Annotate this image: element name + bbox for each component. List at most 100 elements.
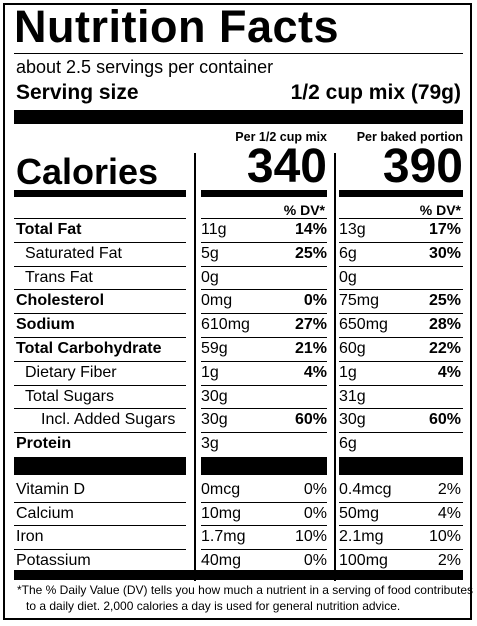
vitamin-label: Iron <box>16 528 44 545</box>
amount-baked: 31g <box>339 387 366 405</box>
amount-mix: 59g <box>201 340 228 357</box>
amount-baked: 0.4mcg <box>339 481 392 498</box>
amount-mix: 30g <box>201 411 228 429</box>
nutrient-row-0-line-mix <box>201 242 327 243</box>
nutrient-label: Incl. Added Sugars <box>41 411 176 429</box>
vitamin-row-2-line-mix <box>201 549 327 550</box>
nutrient-label: Sodium <box>16 316 75 334</box>
dv-baked: 4% <box>437 363 461 381</box>
dv-baked: 28% <box>428 316 461 334</box>
amount-baked: 650mg <box>339 316 388 334</box>
nutrient-row-6-line-baked <box>339 385 463 386</box>
nutrient-row-8-line-mix <box>201 432 327 433</box>
dv-mix: 25% <box>294 244 327 262</box>
nutrient-row-3-line-baked <box>339 313 463 314</box>
dv-mix: 4% <box>303 363 327 381</box>
dv-mix: 0% <box>303 504 327 522</box>
servings-per-container: about 2.5 servings per container <box>16 57 274 77</box>
vitamin-label: Vitamin D <box>16 481 86 498</box>
nutrient-row-7-line-label <box>14 408 186 409</box>
vitamin-row-2-line-label <box>14 549 186 550</box>
nutrient-row-3-line-mix <box>201 313 327 314</box>
calories-bar-baked <box>339 190 463 197</box>
nutrient-row-4-line-mix <box>201 337 327 338</box>
calories-value-baked: 390 <box>382 140 463 193</box>
nutrition-facts-panel: Nutrition Facts about 2.5 servings per c… <box>3 1 473 620</box>
vitamin-label: Potassium <box>16 551 91 569</box>
amount-mix: 11g <box>201 221 227 238</box>
amount-baked: 2.1mg <box>339 528 384 545</box>
amount-baked: 1g <box>339 363 357 381</box>
separator-bar-label <box>14 457 186 475</box>
amount-baked: 6g <box>339 435 357 453</box>
nutrient-row-6-line-label <box>14 385 186 386</box>
dv-baked: 30% <box>428 244 461 262</box>
amount-baked: 6g <box>339 244 357 262</box>
dv-baked: 17% <box>428 221 461 238</box>
amount-mix: 0g <box>201 268 219 286</box>
vitamin-row-0-line-label <box>14 502 186 503</box>
nutrient-label: Total Fat <box>16 221 82 238</box>
amount-mix: 3g <box>201 435 219 453</box>
amount-baked: 60g <box>339 340 366 357</box>
dv-baked: 60% <box>428 411 461 429</box>
amount-baked: 30g <box>339 411 366 429</box>
dv-baked: 2% <box>437 481 461 498</box>
nutrient-row-8-line-label <box>14 432 186 433</box>
separator-bar-baked <box>339 457 463 475</box>
amount-baked: 100mg <box>339 551 388 569</box>
vitamin-row-1-line-mix <box>201 525 327 526</box>
amount-mix: 40mg <box>201 551 242 569</box>
footnote-divider <box>14 570 463 580</box>
divider <box>14 53 463 54</box>
calories-value-mix: 340 <box>246 140 327 193</box>
nutrient-row-2-line-label <box>14 289 186 290</box>
dv-baked: 2% <box>437 551 461 569</box>
amount-baked: 0g <box>339 268 357 286</box>
amount-mix: 0mg <box>201 292 233 310</box>
panel-title: Nutrition Facts <box>14 1 340 52</box>
footnote-line-2: to a daily diet. 2,000 calories a day is… <box>26 599 401 613</box>
calories-bar-label <box>14 190 186 197</box>
footnote-line-1: *The % Daily Value (DV) tells you how mu… <box>17 583 473 597</box>
nutrient-label: Total Sugars <box>25 387 114 405</box>
vitamin-row-0-line-mix <box>201 502 327 503</box>
nutrient-row-5-line-baked <box>339 361 463 362</box>
nutrient-row-1-line-mix <box>201 266 327 267</box>
amount-mix: 5g <box>201 244 219 262</box>
nutrient-row-1-line-baked <box>339 266 463 267</box>
column-header-mix: Per 1/2 cup mix <box>235 130 327 144</box>
separator-bar-mix <box>201 457 327 475</box>
amount-mix: 1g <box>201 363 219 381</box>
dv-mix: 14% <box>294 221 327 238</box>
nutrient-row-2-line-baked <box>339 289 463 290</box>
nutrient-row-3-line-label <box>14 313 186 314</box>
nutrient-row-5-line-label <box>14 361 186 362</box>
dv-baked: 22% <box>428 340 461 357</box>
dv-mix: 21% <box>294 340 327 357</box>
nutrients-header-line-mix <box>201 218 327 219</box>
nutrient-row-2-line-mix <box>201 289 327 290</box>
nutrient-row-7-line-baked <box>339 408 463 409</box>
amount-mix: 610mg <box>201 316 250 334</box>
dv-baked: 10% <box>428 528 461 545</box>
dv-mix: 27% <box>294 316 327 334</box>
nutrient-row-0-line-baked <box>339 242 463 243</box>
amount-mix: 10mg <box>201 504 242 522</box>
amount-mix: 1.7mg <box>201 528 246 545</box>
nutrient-label: Total Carbohydrate <box>16 340 162 357</box>
amount-mix: 30g <box>201 387 228 405</box>
serving-size-label: Serving size <box>16 81 139 104</box>
nutrient-row-7-line-mix <box>201 408 327 409</box>
thick-divider <box>14 110 463 124</box>
nutrient-row-0-line-label <box>14 242 186 243</box>
dv-mix: 60% <box>294 411 327 429</box>
dv-mix: 0% <box>303 481 327 498</box>
column-header-baked: Per baked portion <box>356 130 463 144</box>
vitamin-label: Calcium <box>16 504 74 522</box>
dv-baked: 25% <box>428 292 461 310</box>
vitamin-row-1-line-baked <box>339 525 463 526</box>
dv-mix: 10% <box>294 528 327 545</box>
nutrient-row-5-line-mix <box>201 361 327 362</box>
dv-mix: 0% <box>303 551 327 569</box>
